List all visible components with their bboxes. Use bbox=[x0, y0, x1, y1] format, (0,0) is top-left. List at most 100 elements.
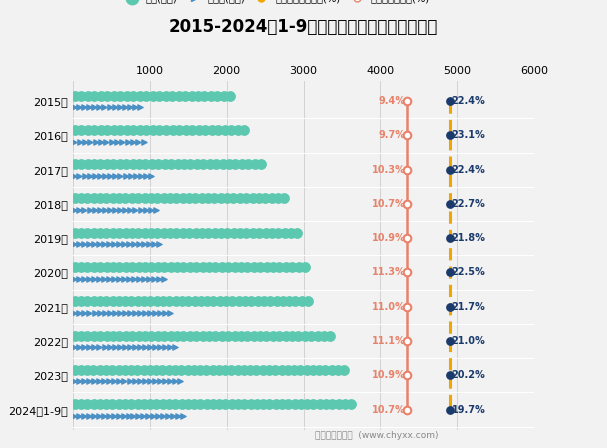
Point bbox=[246, 297, 256, 305]
Point bbox=[327, 366, 336, 373]
Point bbox=[70, 195, 80, 202]
Point bbox=[211, 161, 221, 168]
Point bbox=[80, 138, 90, 145]
Point bbox=[161, 309, 171, 316]
Point bbox=[274, 332, 284, 339]
Text: 20.2%: 20.2% bbox=[452, 370, 486, 380]
Point bbox=[75, 104, 84, 111]
Point bbox=[89, 126, 99, 134]
Point bbox=[220, 126, 229, 134]
Point bbox=[125, 344, 135, 351]
Point bbox=[70, 263, 80, 271]
Point bbox=[85, 172, 95, 180]
Point bbox=[76, 126, 86, 134]
Point bbox=[402, 406, 412, 413]
Point bbox=[110, 309, 120, 316]
Point bbox=[110, 207, 120, 214]
Point bbox=[168, 126, 177, 134]
Point bbox=[208, 401, 218, 408]
Point bbox=[294, 263, 304, 271]
Point bbox=[115, 332, 124, 339]
Point bbox=[117, 138, 127, 145]
Point bbox=[180, 92, 190, 99]
Point bbox=[115, 172, 125, 180]
Point bbox=[119, 241, 129, 248]
Point bbox=[177, 297, 187, 305]
Point bbox=[140, 332, 150, 339]
Point bbox=[445, 98, 455, 105]
Point bbox=[69, 275, 79, 282]
Point bbox=[149, 241, 159, 248]
Point bbox=[209, 195, 219, 202]
Point bbox=[70, 161, 80, 168]
Point bbox=[140, 344, 150, 351]
Point bbox=[160, 378, 169, 385]
Point bbox=[218, 161, 228, 168]
Point bbox=[281, 332, 291, 339]
Point bbox=[144, 275, 154, 282]
Point bbox=[70, 126, 80, 134]
Point bbox=[103, 92, 112, 99]
Point bbox=[135, 104, 144, 111]
Point bbox=[259, 401, 268, 408]
Point bbox=[134, 161, 144, 168]
Point bbox=[114, 366, 123, 373]
Point bbox=[121, 161, 131, 168]
Point bbox=[402, 200, 412, 207]
Point bbox=[187, 92, 197, 99]
Point bbox=[315, 401, 325, 408]
Text: 制图：智研咨询  (www.chyxx.com): 制图：智研咨询 (www.chyxx.com) bbox=[314, 431, 438, 440]
Point bbox=[151, 366, 161, 373]
Point bbox=[74, 412, 84, 419]
Point bbox=[69, 104, 79, 111]
Point bbox=[105, 207, 115, 214]
Point bbox=[80, 344, 89, 351]
Point bbox=[248, 229, 258, 237]
Point bbox=[233, 126, 243, 134]
Point bbox=[231, 161, 240, 168]
Point bbox=[108, 229, 118, 237]
Point bbox=[146, 297, 155, 305]
Point bbox=[166, 332, 175, 339]
Point bbox=[268, 263, 278, 271]
Point bbox=[130, 104, 140, 111]
Point bbox=[101, 229, 111, 237]
Point bbox=[242, 229, 251, 237]
Point bbox=[70, 92, 80, 99]
Point bbox=[265, 401, 274, 408]
Point bbox=[104, 412, 114, 419]
Point bbox=[277, 366, 287, 373]
Point bbox=[145, 344, 155, 351]
Point bbox=[229, 195, 239, 202]
Point bbox=[80, 207, 89, 214]
Point bbox=[115, 309, 124, 316]
Point bbox=[95, 195, 105, 202]
Point bbox=[123, 138, 132, 145]
Text: 21.8%: 21.8% bbox=[452, 233, 486, 243]
Point bbox=[107, 297, 117, 305]
Point bbox=[191, 263, 201, 271]
Point bbox=[347, 401, 356, 408]
Point bbox=[281, 263, 291, 271]
Point bbox=[136, 172, 146, 180]
Point bbox=[209, 297, 219, 305]
Point bbox=[249, 263, 259, 271]
Point bbox=[236, 263, 246, 271]
Point bbox=[165, 195, 175, 202]
Point bbox=[109, 126, 119, 134]
Point bbox=[115, 92, 125, 99]
Point bbox=[133, 297, 143, 305]
Point bbox=[158, 401, 168, 408]
Text: 23.1%: 23.1% bbox=[452, 130, 486, 141]
Point bbox=[129, 241, 139, 248]
Point bbox=[171, 195, 181, 202]
Point bbox=[80, 378, 89, 385]
Point bbox=[76, 92, 86, 99]
Point bbox=[307, 332, 316, 339]
Point bbox=[402, 269, 412, 276]
Point bbox=[170, 378, 180, 385]
Point bbox=[286, 229, 296, 237]
Point bbox=[95, 207, 104, 214]
Point bbox=[89, 332, 99, 339]
Point bbox=[126, 366, 136, 373]
